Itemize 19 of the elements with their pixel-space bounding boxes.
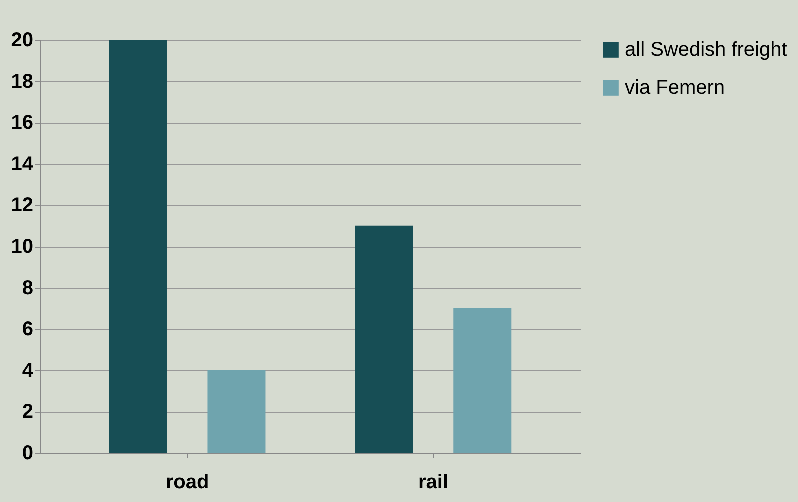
bar bbox=[109, 40, 168, 453]
y-tick-label: 16 bbox=[11, 112, 34, 134]
bar bbox=[355, 226, 414, 453]
x-tick-label: road bbox=[166, 472, 210, 494]
x-tick-label: rail bbox=[418, 472, 448, 494]
legend-label: all Swedish freight bbox=[625, 39, 788, 61]
y-tick-label: 14 bbox=[11, 153, 34, 176]
y-tick-label: 4 bbox=[22, 360, 34, 382]
y-tick-label: 20 bbox=[11, 30, 34, 52]
y-tick-label: 6 bbox=[22, 318, 34, 341]
y-tick-label: 0 bbox=[22, 442, 34, 464]
bar bbox=[208, 370, 266, 453]
y-tick-label: 18 bbox=[11, 70, 34, 93]
legend-label: via Femern bbox=[625, 77, 726, 99]
bar bbox=[454, 308, 512, 453]
y-tick-label: 8 bbox=[22, 277, 34, 300]
y-tick-label: 12 bbox=[11, 194, 34, 217]
y-tick-label: 10 bbox=[11, 236, 34, 258]
y-tick-label: 2 bbox=[22, 401, 34, 424]
